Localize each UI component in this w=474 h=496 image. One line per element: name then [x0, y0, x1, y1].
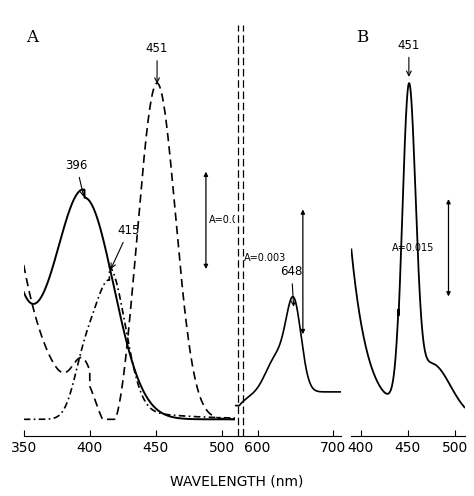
- Text: A: A: [26, 29, 38, 46]
- Text: B: B: [356, 29, 368, 46]
- Text: A=0.015: A=0.015: [209, 215, 251, 225]
- Text: A=0.015: A=0.015: [392, 243, 434, 253]
- Text: 415: 415: [111, 224, 140, 268]
- Text: 451: 451: [146, 42, 168, 82]
- Text: 396: 396: [65, 159, 88, 196]
- Text: WAVELENGTH (nm): WAVELENGTH (nm): [170, 475, 304, 489]
- Text: A=0.003: A=0.003: [244, 253, 286, 263]
- Text: 451: 451: [398, 39, 420, 76]
- Text: 648: 648: [280, 265, 303, 306]
